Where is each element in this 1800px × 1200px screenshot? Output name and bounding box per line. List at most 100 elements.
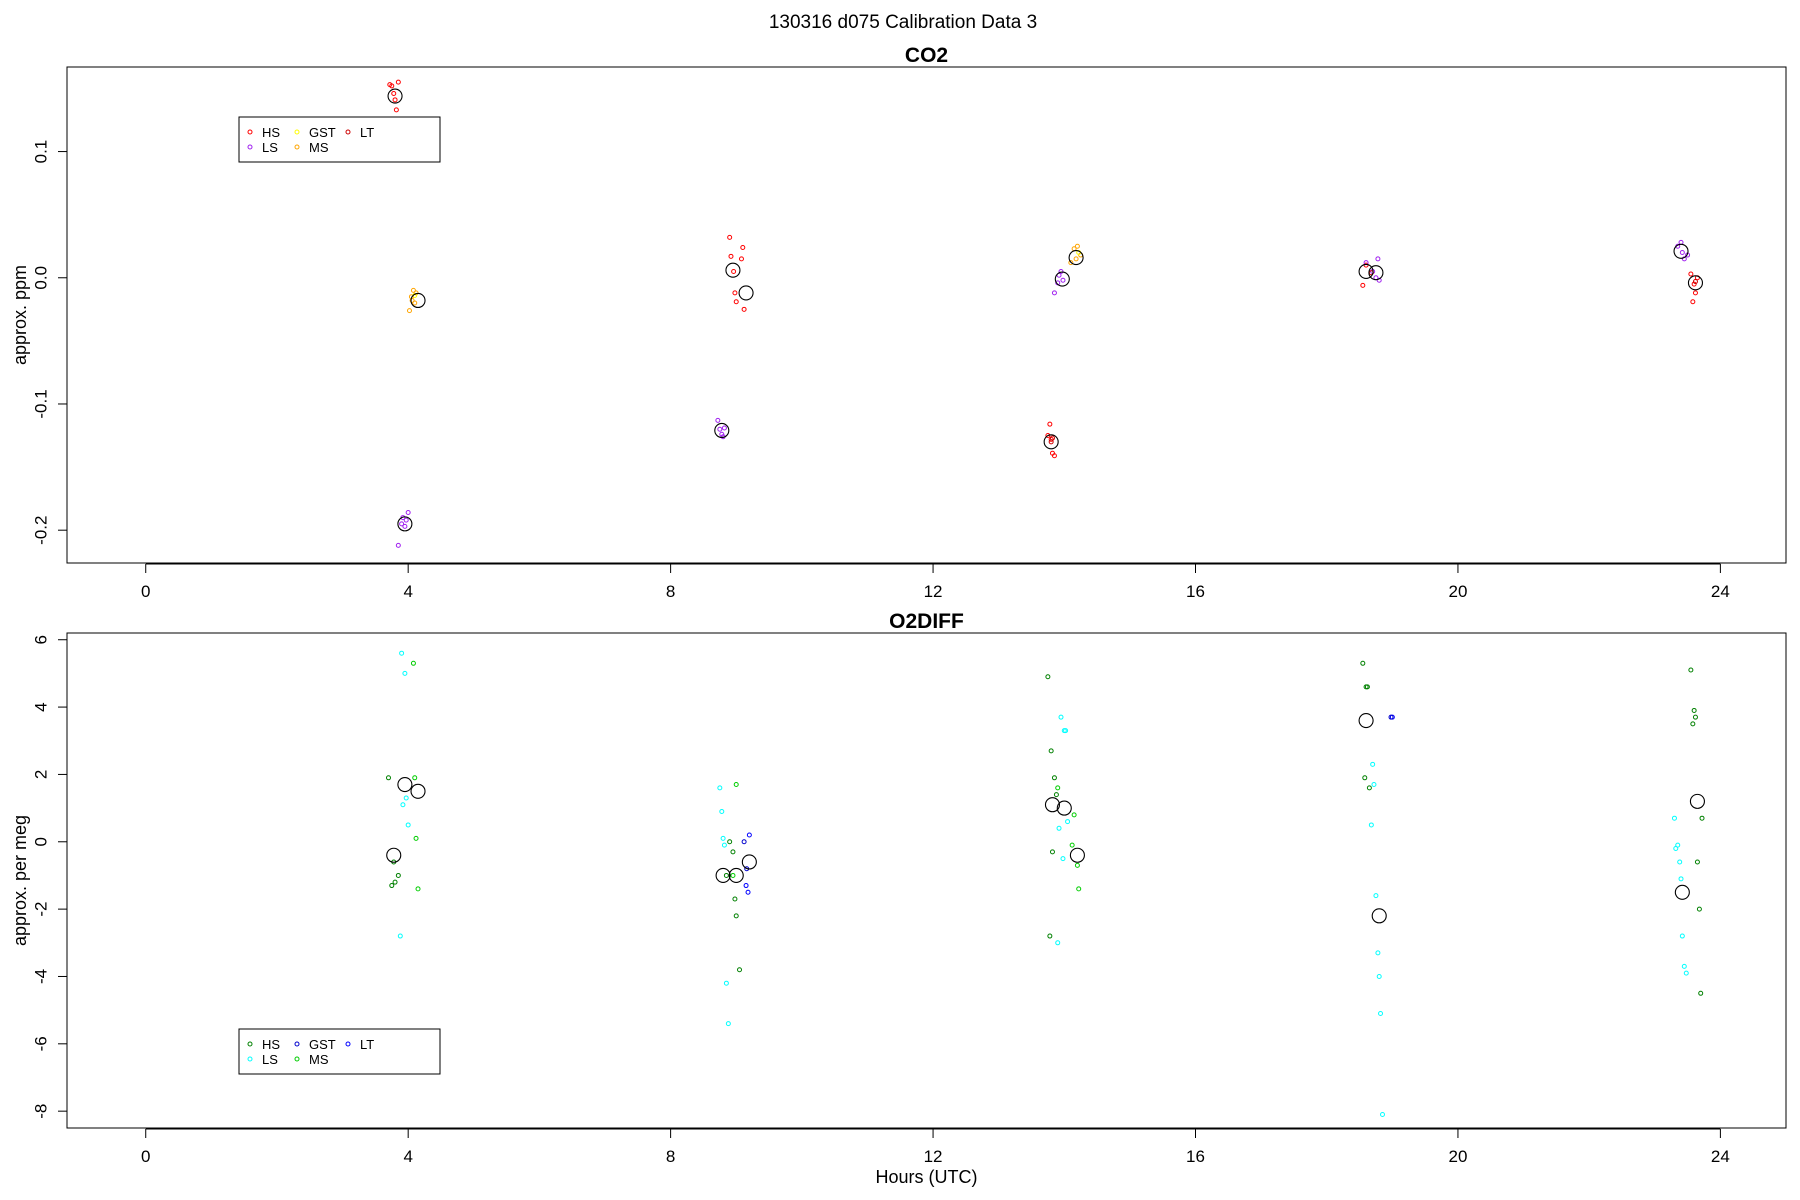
co2-panel: CO2 0 4 8 12 16 20 24 0.1 0.0 -0.1 -0.2 approx. ppm H… — [10, 44, 1787, 601]
data-point — [405, 510, 411, 516]
data-point — [1688, 667, 1694, 673]
x-tick-label: 8 — [666, 1147, 675, 1166]
data-point — [1681, 963, 1687, 969]
mean-point — [1043, 434, 1059, 450]
x-tick-label: 16 — [1186, 582, 1205, 601]
x-tick-label: 12 — [924, 582, 943, 601]
x-tick-label: 4 — [403, 582, 412, 601]
x-tick-label: 0 — [141, 1147, 150, 1166]
data-point — [410, 287, 416, 293]
data-point — [728, 253, 734, 259]
data-point — [1058, 268, 1064, 274]
legend-marker — [247, 1056, 253, 1062]
data-point — [1691, 707, 1697, 713]
data-point — [733, 782, 739, 788]
y-tick-label: -4 — [32, 969, 51, 984]
x-tick-label: 20 — [1448, 582, 1467, 601]
data-point — [1055, 940, 1061, 946]
series-lt — [1048, 270, 1698, 445]
figure-title: 130316 d075 Calibration Data 3 — [769, 12, 1037, 33]
x-tick-label: 16 — [1186, 1147, 1205, 1166]
data-point — [1060, 856, 1066, 862]
y-tick-label: -6 — [32, 1036, 51, 1051]
x-tick-label: 24 — [1711, 582, 1730, 601]
data-point — [741, 839, 747, 845]
y-tick-label: -8 — [32, 1104, 51, 1119]
data-point — [1692, 290, 1698, 296]
data-point — [733, 913, 739, 919]
x-tick-label: 24 — [1711, 1147, 1730, 1166]
data-point — [1063, 728, 1069, 734]
data-point — [1076, 886, 1082, 892]
legend-marker — [247, 129, 253, 135]
x-tick-label: 4 — [403, 1147, 412, 1166]
y-axis-label: approx. ppm — [10, 265, 30, 365]
mean-point — [1358, 263, 1374, 280]
data-point — [1045, 433, 1051, 439]
mean-point — [728, 867, 744, 883]
legend-box — [238, 116, 441, 163]
panel-title: CO2 — [905, 44, 948, 67]
y-tick-label: -0.2 — [32, 516, 51, 545]
data-point — [389, 883, 395, 889]
legend-marker — [247, 1041, 253, 1047]
data-point — [1047, 421, 1053, 427]
mean-point — [1371, 908, 1387, 924]
data-point — [395, 542, 401, 548]
data-point — [1691, 281, 1697, 287]
data-point — [1366, 785, 1372, 791]
data-point — [1376, 973, 1382, 979]
legend-marker — [294, 144, 300, 150]
series-hs — [387, 79, 1700, 459]
data-point — [743, 883, 749, 889]
data-point — [723, 872, 729, 878]
data-point — [1074, 862, 1080, 868]
legend-entry: HS — [262, 1037, 280, 1052]
mean-point — [1056, 800, 1072, 816]
series-mean — [387, 88, 1704, 532]
data-point — [1051, 775, 1057, 781]
data-point — [1679, 933, 1685, 939]
data-point — [1688, 271, 1694, 277]
data-point — [1360, 282, 1366, 288]
mean-point — [1069, 847, 1085, 863]
data-point — [727, 234, 733, 240]
data-point — [403, 517, 409, 523]
legend-entry: LS — [262, 140, 278, 155]
series-mean — [386, 713, 1705, 924]
x-tick-label: 20 — [1448, 1147, 1467, 1166]
data-point — [412, 300, 418, 306]
data-point — [731, 268, 737, 274]
legend-entry: LT — [360, 125, 374, 140]
mean-point — [1358, 713, 1374, 729]
data-point — [406, 308, 412, 314]
data-point — [721, 425, 727, 431]
data-point — [1051, 290, 1057, 296]
data-point — [1671, 815, 1677, 821]
data-point — [1375, 950, 1381, 956]
mean-point — [715, 867, 731, 883]
mean-point — [1689, 793, 1705, 809]
data-point — [1360, 660, 1366, 666]
data-point — [719, 808, 725, 814]
mean-point — [1068, 250, 1084, 266]
series-ms — [410, 660, 1082, 892]
mean-point — [397, 516, 413, 532]
data-point — [1045, 674, 1051, 680]
series-ls — [397, 650, 1689, 1118]
mean-point — [1687, 275, 1704, 291]
data-point — [732, 290, 738, 296]
legend-entry: LT — [360, 1037, 374, 1052]
data-point — [399, 650, 405, 656]
data-point — [1069, 842, 1075, 848]
data-point — [1048, 436, 1054, 442]
data-point — [717, 785, 723, 791]
data-point — [392, 879, 398, 885]
legend-marker — [247, 144, 253, 150]
data-point — [1049, 435, 1055, 441]
data-point — [730, 849, 736, 855]
data-point — [727, 839, 733, 845]
